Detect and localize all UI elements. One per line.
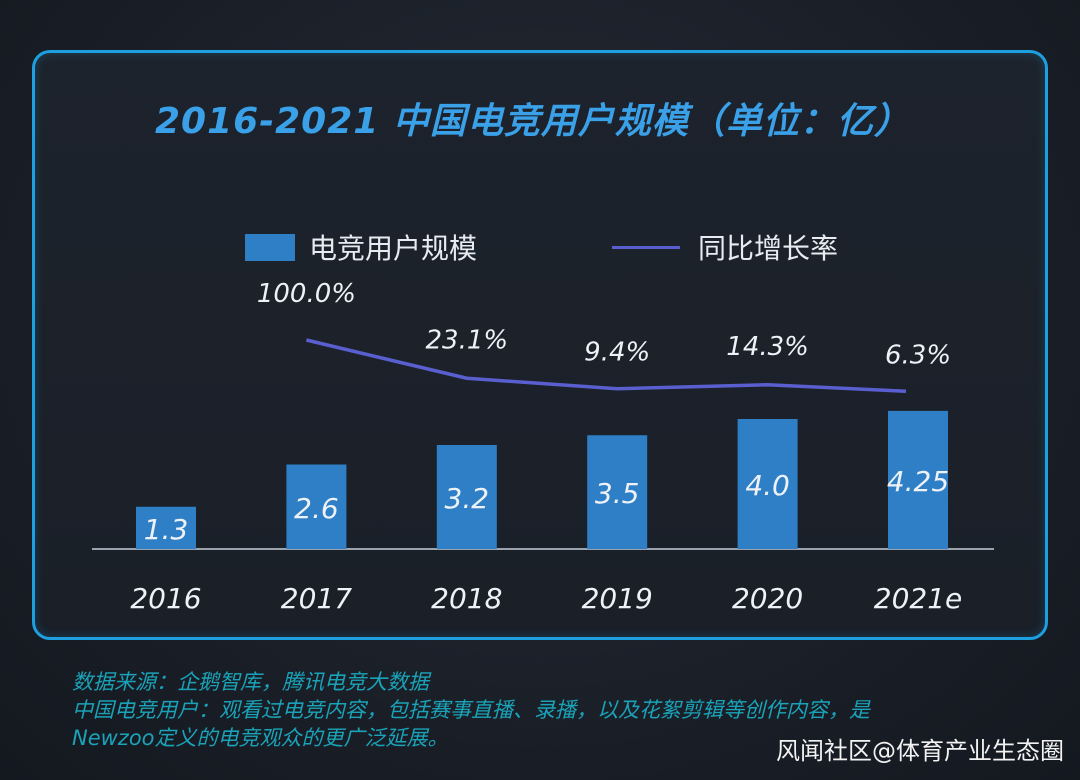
growth-rate-label: 100.0%: [257, 279, 356, 309]
x-tick-label: 2019: [582, 582, 653, 615]
bar-value-label: 3.2: [445, 482, 490, 515]
chart-frame: [32, 50, 1048, 640]
legend-bar-swatch: [245, 233, 295, 261]
growth-rate-label: 9.4%: [584, 338, 650, 368]
footnote-source: 数据来源：企鹅智库，腾讯电竞大数据: [72, 670, 429, 694]
bar-value-label: 4.0: [745, 469, 790, 502]
x-tick-label: 2016: [130, 582, 201, 615]
legend: 电竞用户规模 同比增长率: [0, 225, 1080, 265]
legend-line-swatch: [612, 245, 680, 249]
bar-2016: [136, 506, 196, 549]
bar-value-label: 1.3: [144, 513, 189, 546]
bar-2017: [286, 464, 347, 549]
growth-rate-label: 14.3%: [726, 332, 809, 362]
bar-value-label: 4.25: [887, 465, 949, 498]
bar-2021e: [888, 410, 948, 549]
footnote-definition-line1: 中国电竞用户：观看过电竞内容，包括赛事直播、录播，以及花絮剪辑等创作内容，是: [72, 698, 870, 722]
bar-value-label: 2.6: [294, 492, 339, 525]
legend-item-bars: 电竞用户规模: [245, 227, 477, 267]
x-tick-label: 2018: [431, 582, 502, 615]
bar-2018: [436, 445, 497, 549]
legend-label-line: 同比增长率: [698, 232, 839, 265]
watermark: 风闻社区@体育产业生态圈: [776, 737, 1064, 765]
x-tick-label: 2017: [281, 582, 352, 615]
bar-2019: [587, 435, 648, 549]
growth-rate-label: 23.1%: [425, 325, 508, 355]
growth-rate-line: [305, 338, 907, 394]
chart-title: 2016-2021 中国电竞用户规模（单位：亿）: [155, 101, 911, 142]
footnote-definition-line2: Newzoo定义的电竞观众的更广泛延展。: [72, 726, 449, 750]
legend-label-bars: 电竞用户规模: [309, 232, 478, 265]
legend-item-line: 同比增长率: [612, 227, 838, 267]
x-tick-label: 2020: [732, 582, 803, 615]
bar-value-label: 3.5: [595, 477, 640, 510]
growth-rate-label: 6.3%: [885, 340, 951, 370]
bar-2020: [737, 419, 798, 549]
x-tick-label: 2021e: [874, 582, 962, 615]
